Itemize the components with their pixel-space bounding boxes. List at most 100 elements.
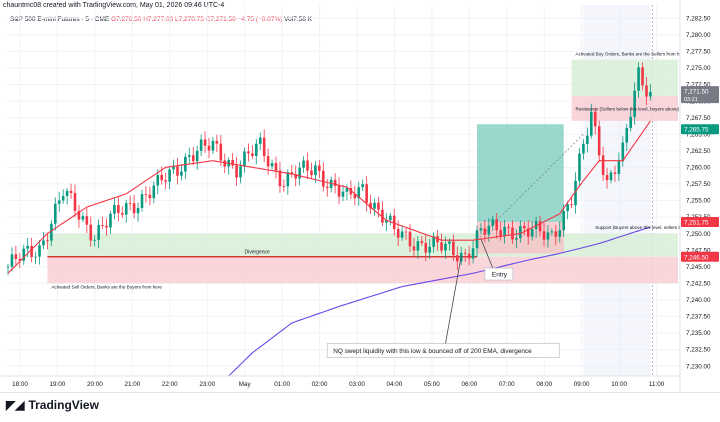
time-tick-label: 19:00 [50, 381, 66, 388]
candle-body [633, 90, 636, 117]
price-tick-label: 7,230.00 [686, 363, 711, 370]
candle-body [396, 228, 400, 238]
candle-body [597, 126, 601, 156]
candle-body [392, 215, 396, 229]
price-marker-label: 7,246.50 [684, 254, 709, 261]
label-resistance: Resistance (Sellers below this level, bu… [576, 106, 680, 111]
candle-body [93, 239, 97, 241]
price-chart[interactable]: Activated Buy Orders, Banks are the Sell… [0, 0, 720, 392]
candle-body [266, 156, 270, 167]
label-divergence: Divergence [244, 249, 270, 255]
candle-body [333, 179, 337, 187]
price-marker-label: 7,265.75 [684, 127, 709, 134]
candle-body [113, 204, 116, 214]
candle-body [69, 190, 73, 194]
label-nq-note: NQ swept liquidity with this low & bounc… [333, 348, 532, 355]
tradingview-logo-text: TradingView [28, 398, 99, 412]
chart-credit: chauntmc08 created with TradingView.com,… [3, 2, 225, 9]
candle-body [211, 140, 215, 151]
price-tick-label: 7,282.50 [686, 15, 711, 22]
candle-body [609, 172, 613, 181]
candle-body [538, 221, 542, 232]
candle-body [73, 193, 77, 211]
price-tick-label: 7,242.50 [686, 280, 711, 287]
price-tick-label: 7,275.00 [686, 65, 711, 72]
candle-body [491, 219, 495, 226]
candle-body [30, 245, 33, 258]
candle-body [503, 226, 506, 237]
price-tick-label: 7,262.50 [686, 148, 711, 155]
candle-body [341, 191, 345, 197]
symbol-name[interactable]: S&P 500 E-mini Futures · 5 · CME [10, 16, 110, 23]
candle-body [420, 241, 424, 244]
candle-body [314, 165, 317, 176]
candle-body [641, 67, 644, 86]
time-tick-label: 18:00 [12, 381, 28, 388]
candle-body [325, 186, 329, 189]
ema-fast-line [7, 120, 651, 274]
candle-body [270, 163, 274, 167]
volume-value: Vol7.56 K [284, 16, 312, 23]
candle-body [235, 165, 238, 178]
candle-body [495, 219, 499, 231]
price-tick-label: 7,272.50 [686, 82, 711, 89]
candle-body [50, 223, 53, 241]
time-tick-label: 21:00 [124, 381, 140, 388]
candle-body [515, 238, 518, 240]
candle-body [243, 151, 246, 167]
candle-body [61, 196, 65, 201]
candle-body [605, 175, 609, 181]
candle-body [621, 142, 625, 162]
candle-body [345, 187, 349, 192]
position-projection-line [476, 133, 584, 241]
candle-body [176, 166, 179, 176]
price-tick-label: 7,250.00 [686, 231, 711, 238]
nq-callout-box [326, 343, 560, 358]
nq-pointer-line [445, 256, 462, 344]
candle-body [337, 186, 341, 197]
candle-body [365, 184, 368, 203]
time-tick-label: 04:00 [387, 381, 403, 388]
candle-body [156, 174, 160, 186]
candle-body [455, 255, 459, 262]
candle-body [385, 220, 388, 223]
candle-body [191, 155, 195, 162]
candle-body [117, 204, 120, 213]
candle-body [144, 194, 148, 195]
candle-body [109, 213, 112, 228]
candle-body [408, 231, 412, 247]
candle-body [471, 248, 475, 259]
candle-body [203, 139, 207, 146]
candle-body [152, 185, 156, 199]
candle-body [637, 67, 640, 91]
candle-body [219, 143, 223, 161]
tradingview-logo[interactable]: ◤◢ TradingView [6, 398, 99, 412]
candle-body [10, 254, 14, 267]
price-tick-label: 7,277.50 [686, 49, 711, 56]
sell-zone-box [47, 256, 679, 284]
candle-body [388, 215, 392, 221]
candle-body [53, 203, 57, 224]
candle-body [428, 246, 432, 253]
time-tick-label: 20:00 [87, 381, 103, 388]
price-marker-label: 7,251.75 [684, 219, 709, 226]
price-tick-label: 7,255.00 [686, 198, 711, 205]
footer-bar [0, 392, 720, 422]
price-tick-label: 7,240.00 [686, 297, 711, 304]
candle-body [507, 226, 510, 228]
candle-body [286, 172, 290, 187]
candle-body [199, 139, 203, 151]
candle-body [239, 166, 242, 178]
candle-body [645, 85, 648, 97]
candle-body [578, 153, 581, 181]
price-tick-label: 7,245.00 [686, 264, 711, 271]
candle-body [124, 203, 128, 215]
candle-body [34, 256, 37, 258]
tradingview-logo-icon: ◤◢ [6, 398, 25, 412]
time-tick-label: 09:00 [574, 381, 590, 388]
support-zone-box [47, 233, 679, 257]
candle-body [247, 151, 250, 154]
candle-body [625, 127, 629, 143]
time-tick-label: 06:00 [461, 381, 477, 388]
candle-body [128, 203, 132, 204]
